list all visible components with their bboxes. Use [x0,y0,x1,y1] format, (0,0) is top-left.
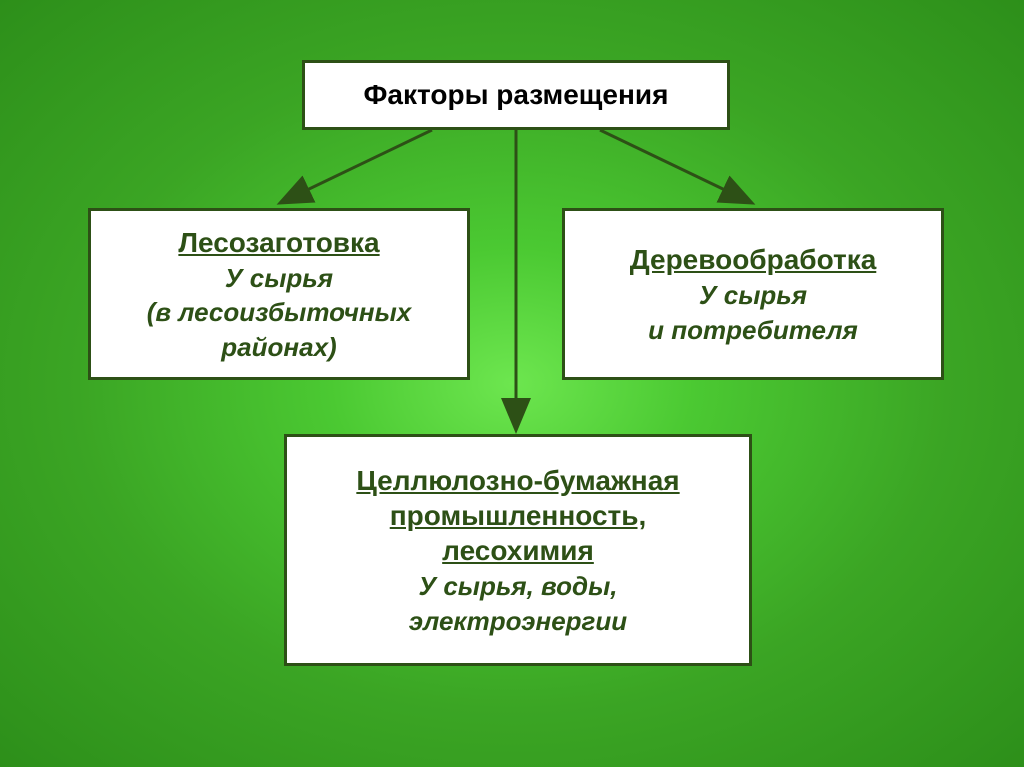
title-node: Факторы размещения [302,60,730,130]
title-text: Факторы размещения [364,79,669,111]
bottom-node: Целлюлозно-бумажная промышленность, лесо… [284,434,752,666]
right-line1: У сырья [699,279,807,312]
bottom-line2: электроэнергии [409,605,627,638]
left-line3: районах) [221,331,336,364]
left-line2: (в лесоизбыточных [147,296,412,329]
right-node: Деревообработка У сырья и потребителя [562,208,944,380]
right-heading: Деревообработка [630,242,877,277]
left-line1: У сырья [225,262,333,295]
bottom-heading2: промышленность, [390,498,647,533]
right-line2: и потребителя [648,314,858,347]
left-node: Лесозаготовка У сырья (в лесоизбыточных … [88,208,470,380]
bottom-heading1: Целлюлозно-бумажная [356,463,679,498]
bottom-line1: У сырья, воды, [418,570,617,603]
left-heading: Лесозаготовка [178,225,379,260]
bottom-heading3: лесохимия [442,533,594,568]
